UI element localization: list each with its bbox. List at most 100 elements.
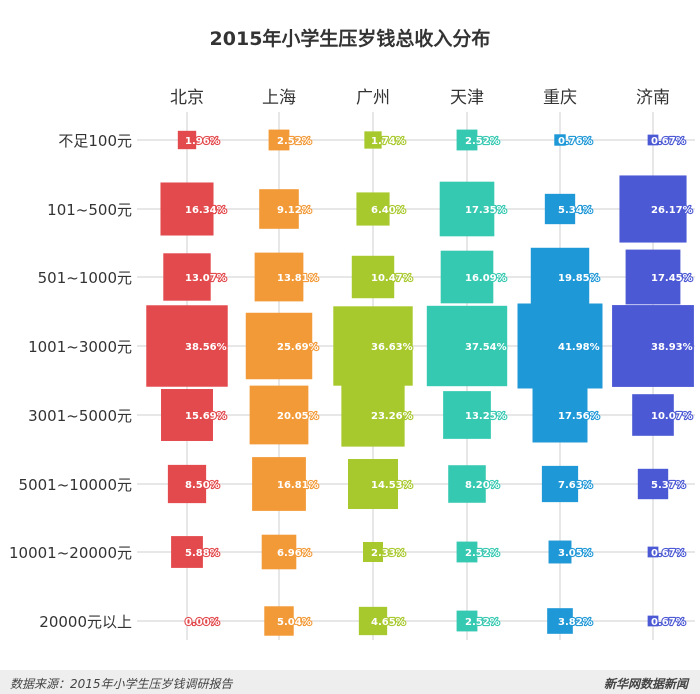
- square-2-6: [362, 541, 384, 563]
- square-0-3: [146, 305, 228, 387]
- square-1-1: [259, 189, 299, 229]
- value-label-5-5: 5.37%: [651, 480, 686, 491]
- value-label-0-2: 13.07%: [185, 273, 227, 284]
- value-label-4-3: 41.98%: [558, 342, 600, 353]
- value-label-3-0: 2.52%: [465, 136, 500, 147]
- square-5-1: [619, 175, 687, 243]
- square-0-0: [177, 130, 197, 150]
- square-5-3: [612, 305, 694, 387]
- square-4-0: [554, 134, 566, 146]
- value-label-2-3: 36.63%: [371, 342, 413, 353]
- square-5-0: [647, 134, 659, 146]
- square-2-2: [351, 255, 395, 299]
- data-squares: [146, 129, 694, 636]
- data-source-note: 数据来源：2015年小学生压岁钱调研报告: [10, 677, 233, 691]
- bubble-matrix-chart: 北京 上海 广州 天津 重庆 济南 不足100元 101~500元 501~1000元 1001…: [9, 88, 695, 640]
- square-0-4: [161, 389, 213, 441]
- value-label-4-4: 17.56%: [558, 411, 600, 422]
- value-label-5-0: 0.67%: [651, 136, 686, 147]
- square-1-5: [252, 457, 306, 511]
- column-header-1: 上海: [262, 88, 296, 108]
- column-header-2: 广州: [356, 88, 390, 108]
- square-0-1: [160, 182, 214, 236]
- value-label-2-6: 2.33%: [371, 548, 406, 559]
- row-label-0: 不足100元: [58, 132, 132, 150]
- value-label-3-7: 2.52%: [465, 617, 500, 628]
- value-label-1-0: 2.52%: [277, 136, 312, 147]
- square-0-5: [167, 464, 207, 504]
- value-label-2-7: 4.65%: [371, 617, 406, 628]
- publisher-credit: 新华网数据新闻: [603, 677, 688, 691]
- square-1-2: [254, 252, 304, 302]
- value-label-5-3: 38.93%: [651, 342, 693, 353]
- chart-title: 2015年小学生压岁钱总收入分布: [209, 28, 491, 50]
- square-5-2: [625, 249, 681, 305]
- square-2-5: [347, 458, 399, 510]
- square-3-1: [439, 181, 495, 237]
- square-5-7: [647, 615, 659, 627]
- row-label-3: 1001~3000元: [28, 338, 132, 356]
- value-label-4-5: 7.63%: [558, 480, 593, 491]
- value-label-3-5: 8.20%: [465, 480, 500, 491]
- square-3-0: [456, 129, 478, 151]
- square-2-1: [356, 192, 390, 226]
- value-label-0-5: 8.50%: [185, 480, 220, 491]
- square-3-6: [456, 541, 478, 563]
- square-2-3: [333, 306, 413, 386]
- row-label-5: 5001~10000元: [19, 476, 132, 494]
- value-label-1-3: 25.69%: [277, 342, 319, 353]
- row-label-1: 101~500元: [47, 201, 132, 219]
- value-label-0-0: 1.96%: [185, 136, 220, 147]
- value-label-3-3: 37.54%: [465, 342, 507, 353]
- column-headers: 北京 上海 广州 天津 重庆 济南: [170, 88, 670, 108]
- value-label-5-2: 17.45%: [651, 273, 693, 284]
- value-label-5-4: 10.07%: [651, 411, 693, 422]
- value-label-0-1: 16.34%: [185, 205, 227, 216]
- value-label-4-0: 0.76%: [558, 136, 593, 147]
- square-4-4: [532, 387, 588, 443]
- square-2-7: [358, 606, 388, 636]
- value-label-2-2: 10.47%: [371, 273, 413, 284]
- square-3-2: [440, 250, 494, 304]
- value-label-4-6: 3.05%: [558, 548, 593, 559]
- square-2-0: [364, 131, 382, 149]
- column-header-5: 济南: [636, 88, 670, 108]
- value-label-3-6: 2.52%: [465, 548, 500, 559]
- value-label-0-4: 15.69%: [185, 411, 227, 422]
- value-label-4-2: 19.85%: [558, 273, 600, 284]
- square-5-5: [637, 468, 669, 500]
- row-label-4: 3001~5000元: [28, 407, 132, 425]
- square-5-6: [647, 546, 659, 558]
- square-3-5: [448, 465, 486, 503]
- value-label-4-7: 3.82%: [558, 617, 593, 628]
- square-4-1: [544, 193, 576, 225]
- value-label-0-6: 5.88%: [185, 548, 220, 559]
- value-label-1-4: 20.05%: [277, 411, 319, 422]
- value-label-1-5: 16.81%: [277, 480, 319, 491]
- value-label-2-5: 14.53%: [371, 480, 413, 491]
- value-label-5-1: 26.17%: [651, 205, 693, 216]
- square-4-3: [517, 303, 603, 389]
- square-1-7: [264, 606, 294, 636]
- value-label-1-1: 9.12%: [277, 205, 312, 216]
- column-header-4: 重庆: [543, 88, 577, 108]
- square-1-6: [261, 534, 297, 570]
- row-label-6: 10001~20000元: [9, 544, 132, 562]
- value-label-3-4: 13.25%: [465, 411, 507, 422]
- square-0-2: [163, 253, 211, 301]
- square-1-4: [249, 385, 309, 445]
- column-header-3: 天津: [450, 88, 484, 108]
- square-3-7: [456, 610, 478, 632]
- row-labels: 不足100元 101~500元 501~1000元 1001~3000元 3001~50…: [9, 132, 132, 631]
- value-label-5-6: 0.67%: [651, 548, 686, 559]
- data-labels: 1.96% 16.34% 13.07% 38.56% 15.69% 8.50% 5.88% 0…: [184, 135, 694, 629]
- value-label-1-6: 6.96%: [277, 548, 312, 559]
- square-4-6: [548, 540, 572, 564]
- value-label-1-2: 13.81%: [277, 273, 319, 284]
- value-label-3-2: 16.09%: [465, 273, 507, 284]
- value-label-0-7: 0.00%: [185, 617, 220, 628]
- square-1-0: [268, 129, 290, 151]
- square-2-4: [341, 383, 405, 447]
- row-label-2: 501~1000元: [38, 269, 132, 287]
- square-1-3: [245, 312, 313, 380]
